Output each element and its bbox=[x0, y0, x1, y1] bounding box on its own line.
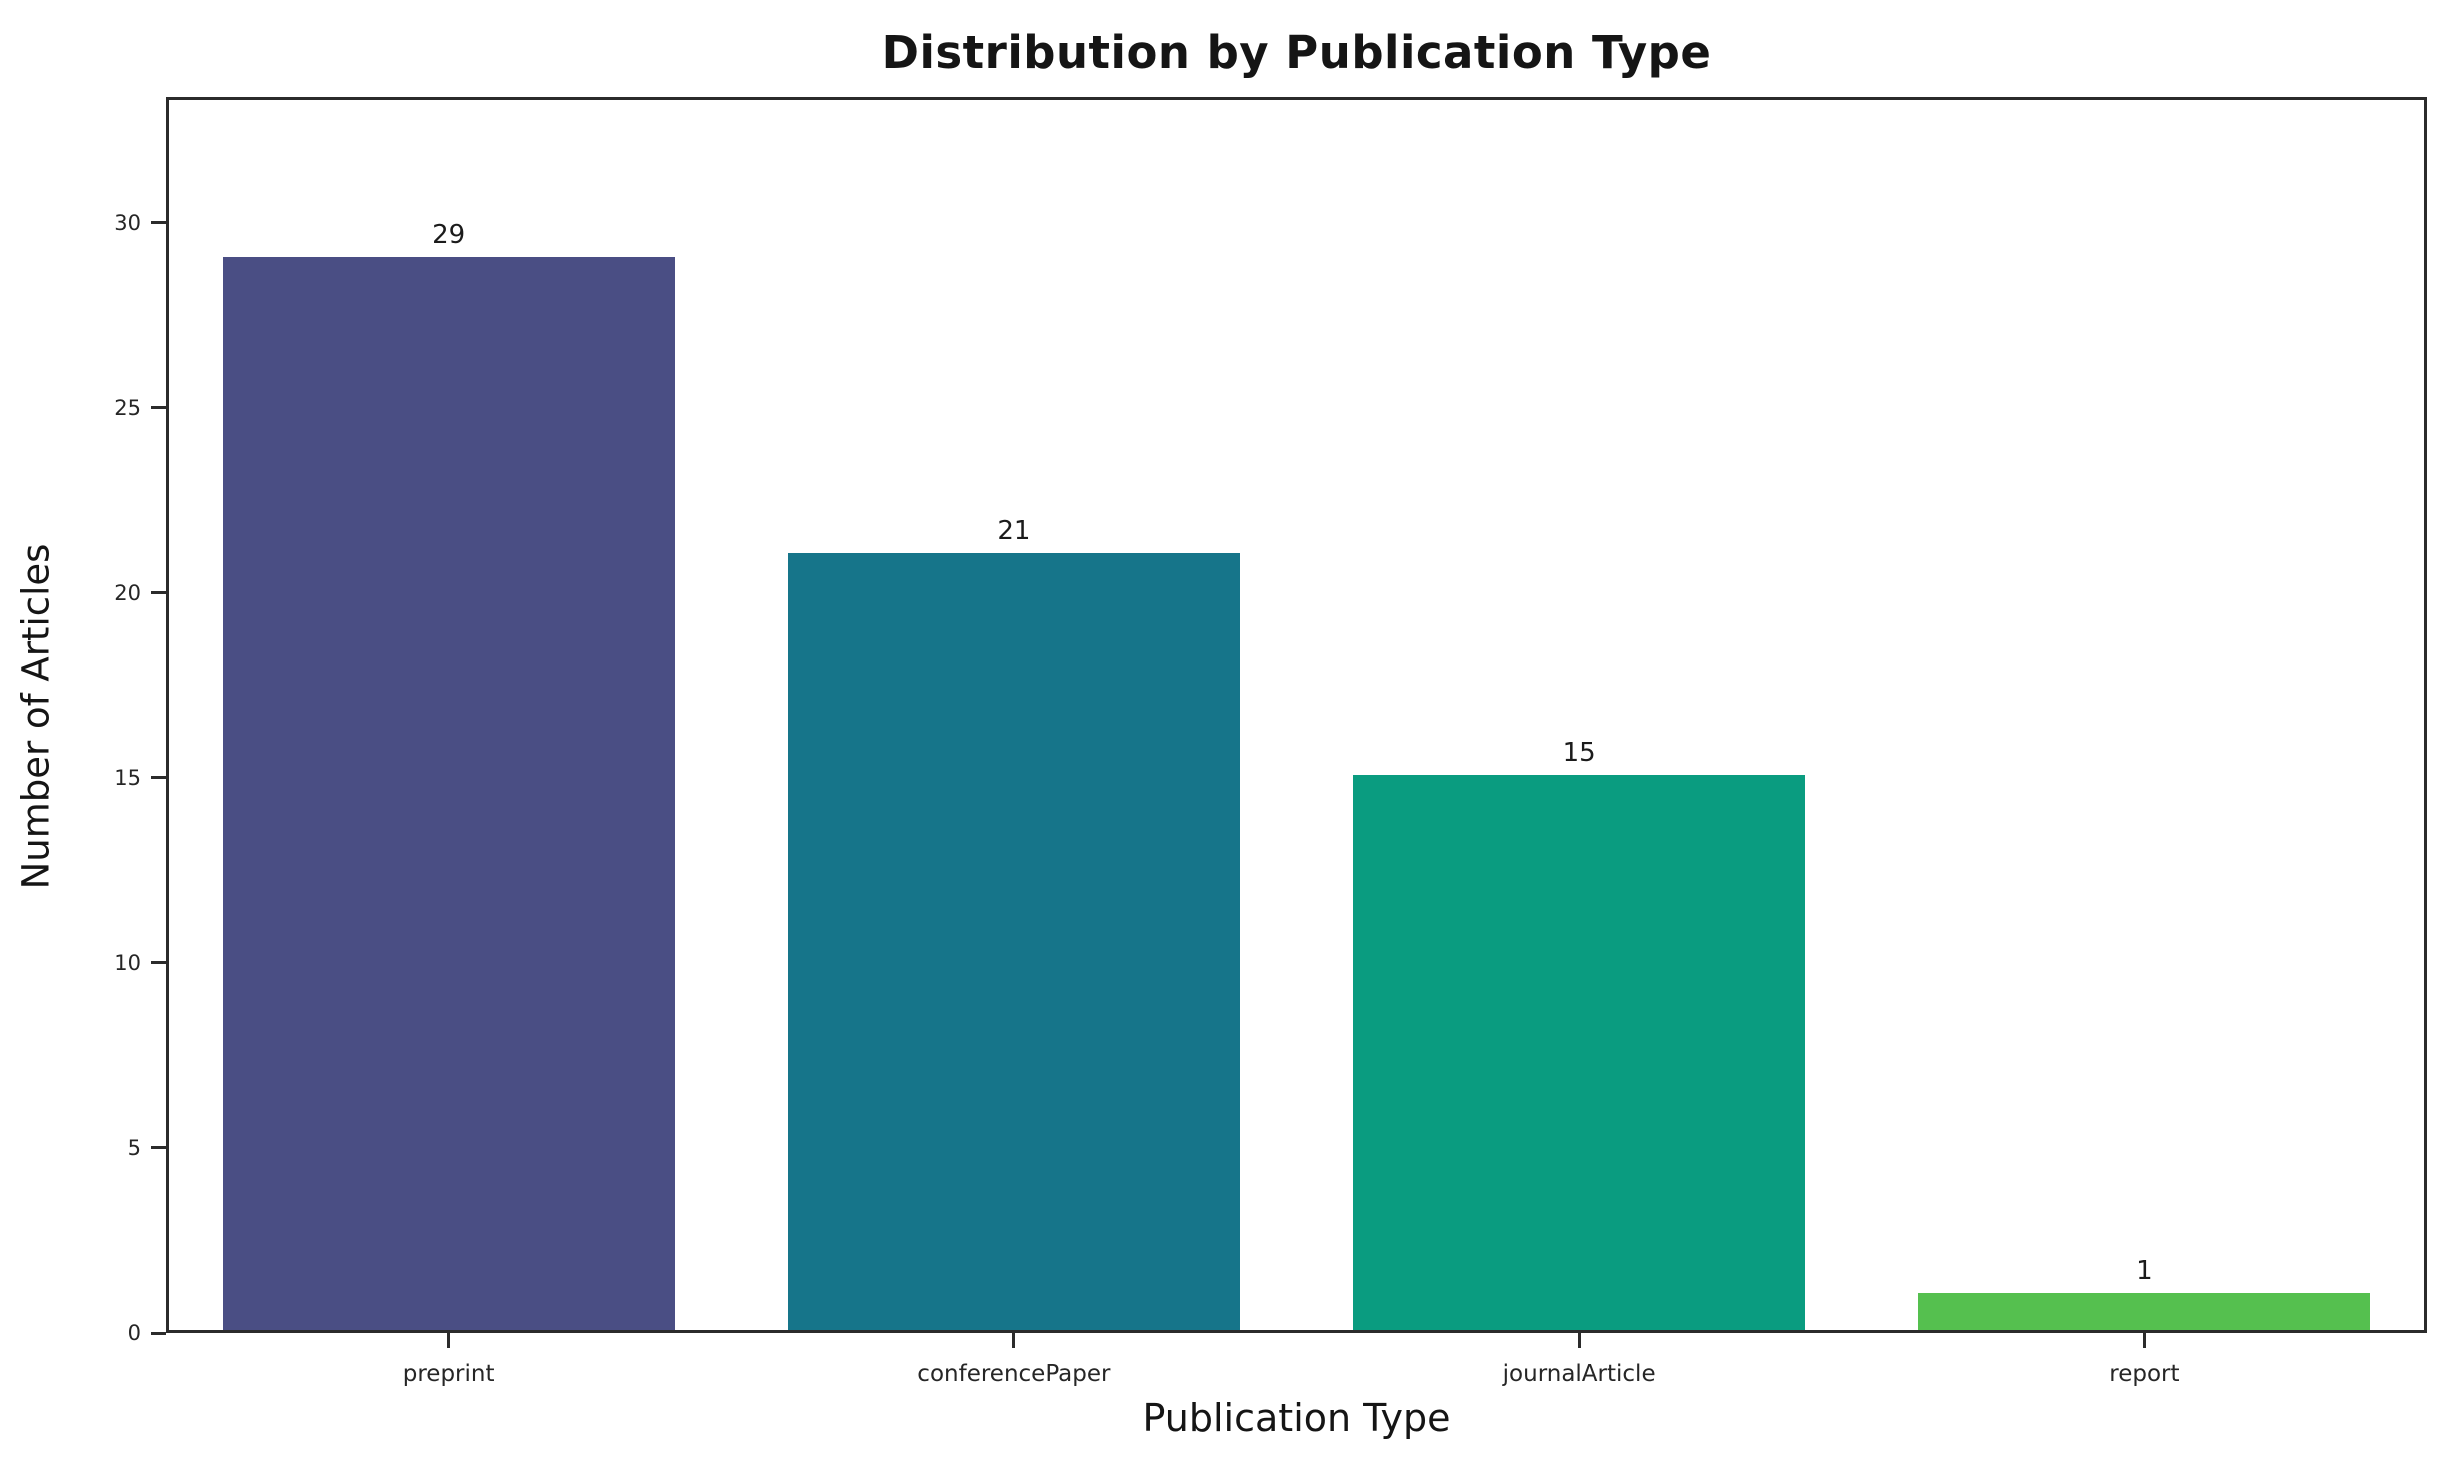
x-tick-mark bbox=[447, 1333, 451, 1348]
y-tick-label: 30 bbox=[114, 210, 141, 235]
y-tick-mark bbox=[151, 406, 166, 410]
x-tick-mark bbox=[1012, 1333, 1016, 1348]
y-tick-mark bbox=[151, 591, 166, 595]
bar-preprint bbox=[222, 256, 675, 1330]
y-tick-mark bbox=[151, 961, 166, 965]
x-tick-label: report bbox=[2109, 1361, 2180, 1387]
y-tick-mark bbox=[151, 1331, 166, 1335]
chart-title: Distribution by Publication Type bbox=[881, 26, 1712, 79]
y-axis-label: Number of Articles bbox=[14, 543, 58, 890]
y-tick-label: 20 bbox=[114, 580, 141, 605]
bar-report bbox=[1918, 1293, 2371, 1330]
x-tick-label: conferencePaper bbox=[917, 1361, 1111, 1387]
bar-journalArticle bbox=[1353, 774, 1806, 1330]
bar-value-label: 15 bbox=[1562, 737, 1596, 768]
y-tick-label: 15 bbox=[114, 765, 141, 790]
plot-area bbox=[166, 97, 2427, 1333]
x-tick-label: journalArticle bbox=[1502, 1361, 1656, 1387]
y-tick-mark bbox=[151, 1146, 166, 1150]
y-tick-mark bbox=[151, 776, 166, 780]
y-tick-label: 25 bbox=[114, 395, 141, 420]
bar-value-label: 29 bbox=[432, 219, 466, 250]
y-tick-label: 10 bbox=[114, 950, 141, 975]
x-tick-mark bbox=[2142, 1333, 2146, 1348]
y-tick-mark bbox=[151, 221, 166, 225]
x-tick-label: preprint bbox=[402, 1361, 495, 1387]
bar-value-label: 1 bbox=[2136, 1255, 2153, 1286]
bar-conferencePaper bbox=[787, 552, 1240, 1330]
bar-value-label: 21 bbox=[997, 515, 1031, 546]
y-tick-label: 5 bbox=[127, 1135, 141, 1160]
x-tick-mark bbox=[1577, 1333, 1581, 1348]
x-axis-label: Publication Type bbox=[1142, 1396, 1451, 1440]
y-tick-label: 0 bbox=[127, 1321, 141, 1345]
